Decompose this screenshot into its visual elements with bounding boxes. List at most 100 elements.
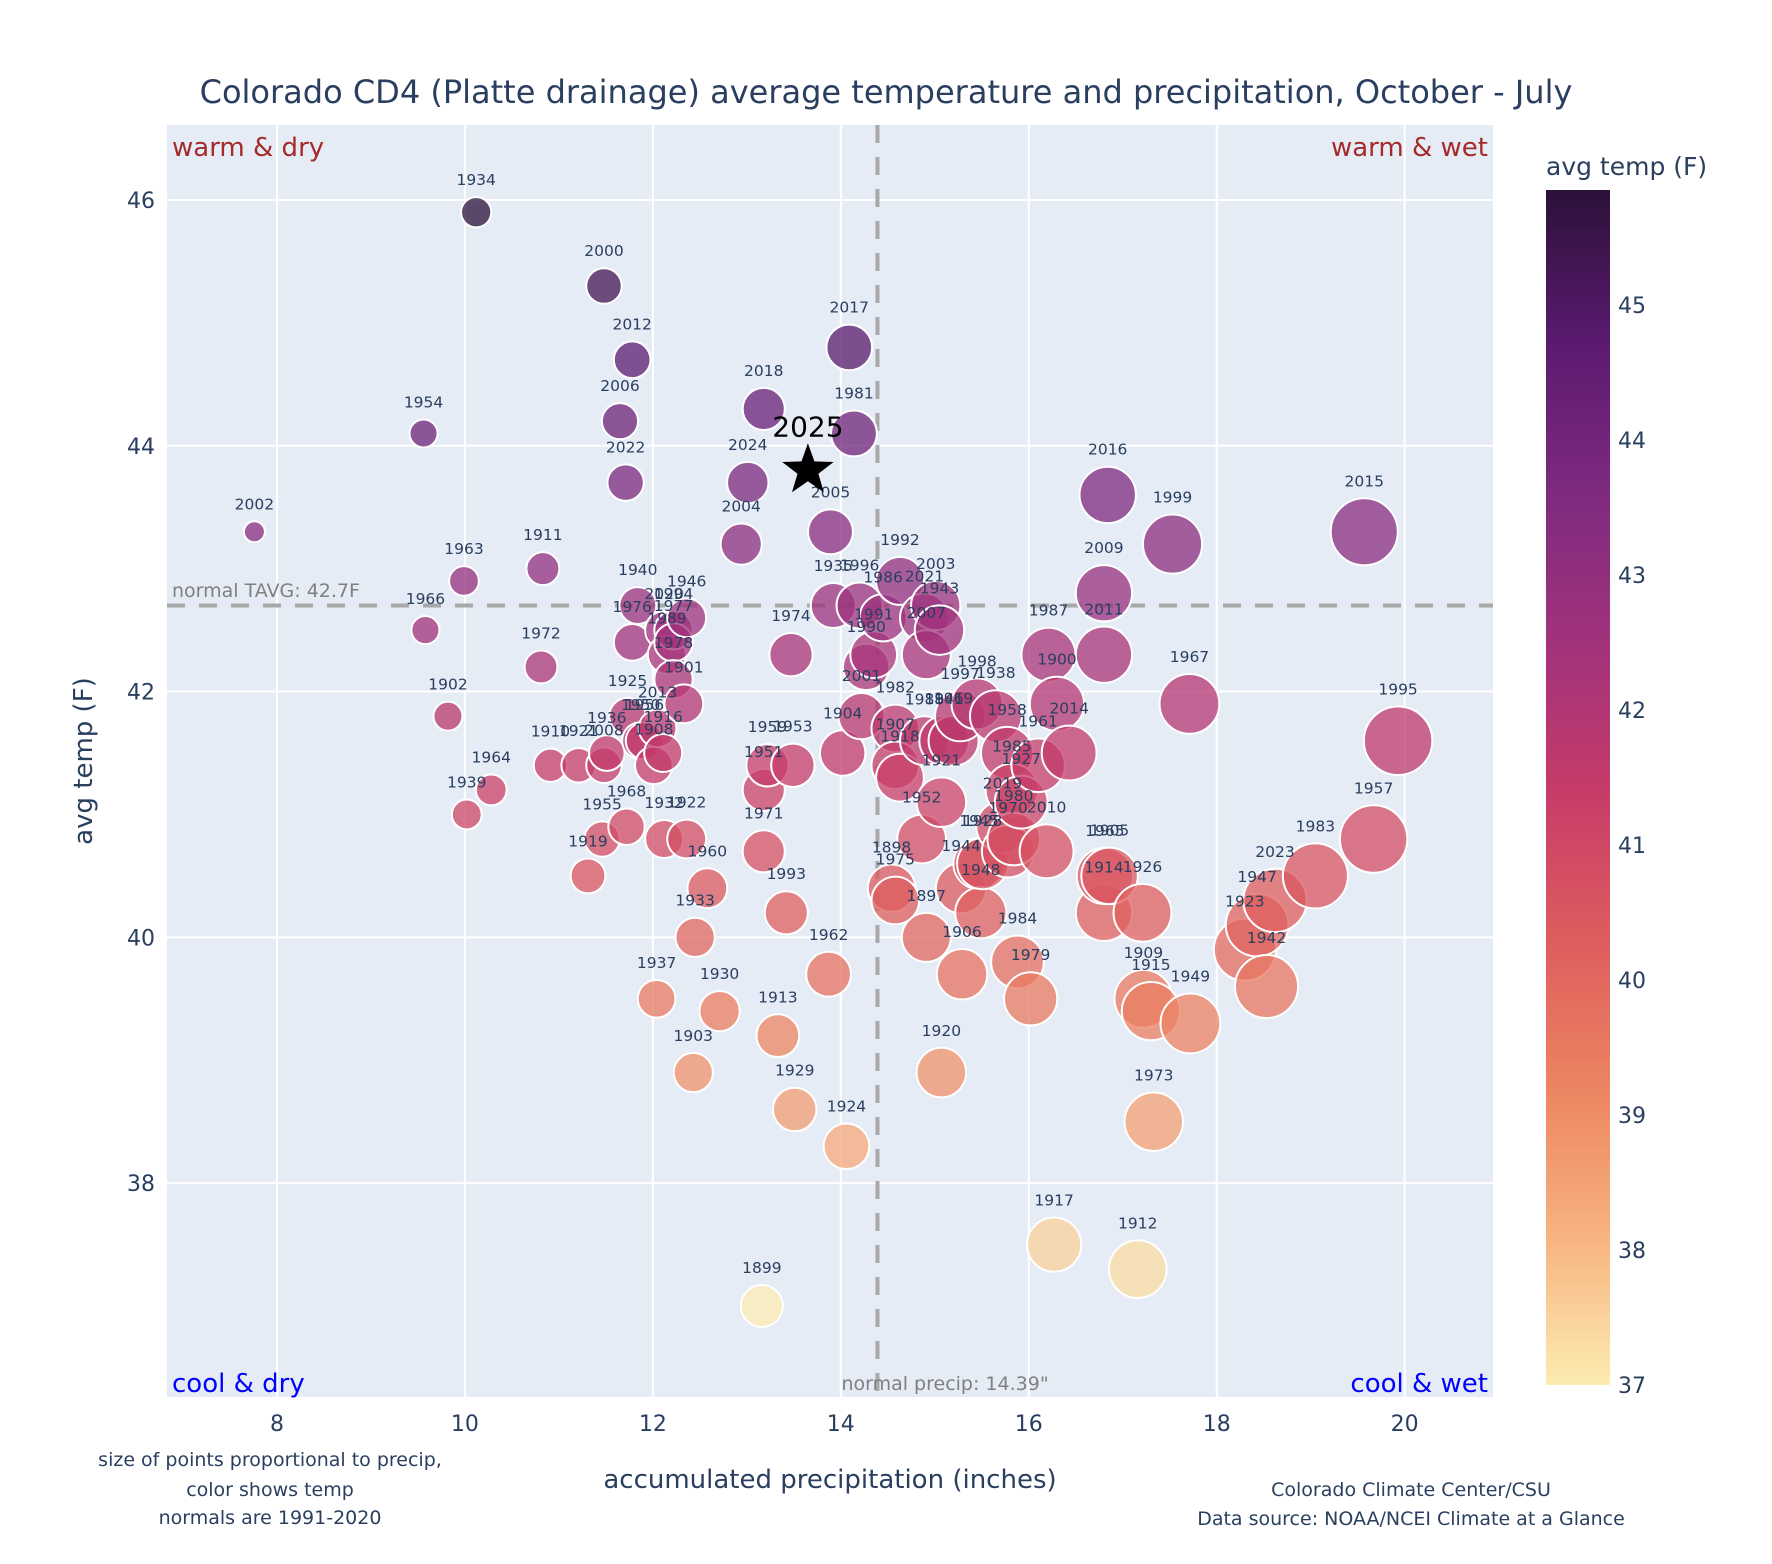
colorbar-tick-label: 37: [1618, 1374, 1646, 1399]
point-label: 1988: [905, 690, 944, 708]
point-label: 1983: [1296, 817, 1335, 835]
colorbar-tick-label: 45: [1618, 294, 1646, 319]
point-label: 1962: [809, 926, 848, 944]
point-2009: [1074, 564, 1134, 623]
x-axis-title: accumulated precipitation (inches): [603, 1465, 1056, 1495]
point-1921: [915, 776, 968, 828]
point-label: 1909: [1124, 944, 1163, 962]
point-1983: [1281, 842, 1349, 910]
point-label: 1946: [667, 572, 706, 590]
point-label: 1949: [1171, 967, 1210, 985]
point-2018: [741, 386, 786, 431]
quadrant-warm-dry: warm & dry: [172, 133, 324, 163]
point-label: 1954: [404, 393, 443, 411]
point-1962: [805, 950, 853, 998]
point-label: 1987: [1029, 602, 1068, 620]
normal-precip-label: normal precip: 14.39": [841, 1373, 1048, 1395]
point-label: 1957: [1354, 779, 1393, 797]
point-label: 1956: [625, 696, 664, 714]
point-label: 2002: [235, 495, 274, 513]
y-tick-label: 44: [127, 435, 155, 460]
point-label: 1952: [902, 789, 941, 807]
point-label: 1945: [959, 812, 998, 830]
point-label: 1947: [1237, 868, 1276, 886]
x-tick-label: 20: [1391, 1412, 1419, 1437]
point-2004: [719, 522, 763, 566]
point-label: 1917: [1034, 1192, 1073, 1210]
y-tick-label: 40: [127, 926, 155, 951]
colorbar: [1546, 190, 1610, 1385]
point-label: 1955: [582, 795, 621, 813]
point-1912: [1107, 1239, 1168, 1300]
point-label: 1981: [834, 385, 873, 403]
point-label: 1960: [688, 842, 727, 860]
point-label: 1926: [1123, 858, 1162, 876]
point-1953: [770, 742, 816, 788]
chart-title: Colorado CD4 (Platte drainage) average t…: [200, 73, 1573, 111]
point-1926: [1112, 882, 1173, 943]
point-1906: [935, 948, 989, 1001]
x-tick-label: 12: [639, 1412, 667, 1437]
point-label: 1928: [963, 812, 1002, 830]
point-label: 2020: [644, 585, 683, 603]
point-1999: [1141, 513, 1204, 575]
point-2010: [1018, 823, 1075, 880]
point-label: 1976: [612, 598, 651, 616]
point-1954: [408, 418, 439, 449]
colorbar-tick-label: 41: [1618, 834, 1646, 859]
point-label: 1995: [1378, 680, 1417, 698]
star-label: 2025: [772, 410, 843, 443]
colorbar-tick-label: 42: [1618, 699, 1646, 724]
point-label: 1923: [1225, 893, 1264, 911]
point-label: 1930: [700, 965, 739, 983]
point-label: 1948: [961, 861, 1000, 879]
point-1992: [875, 556, 925, 606]
point-label: 1899: [742, 1259, 781, 1277]
point-1899: [739, 1284, 784, 1329]
x-tick-label: 18: [1203, 1412, 1231, 1437]
point-label: 1989: [647, 610, 686, 628]
point-label: 1898: [872, 838, 911, 856]
point-label: 1915: [1131, 956, 1170, 974]
point-label: 1943: [920, 579, 959, 597]
point-1924: [822, 1122, 871, 1171]
point-label: 1964: [471, 748, 510, 766]
point-1960: [686, 867, 729, 910]
point-label: 1916: [643, 708, 682, 726]
note-left-2: color shows temp: [186, 1479, 354, 1501]
point-label: 1941: [924, 690, 963, 708]
point-label: 2011: [1084, 601, 1123, 619]
point-1995: [1362, 705, 1434, 776]
note-left-1: size of points proportional to precip,: [98, 1449, 442, 1471]
point-label: 1970: [988, 799, 1027, 817]
point-label: 2015: [1345, 472, 1384, 490]
point-1979: [1003, 971, 1059, 1027]
point-label: 1933: [675, 892, 714, 910]
axis-ticks: 8 10 12 14 16 18 20 38 40 42 44 46: [127, 189, 1419, 1437]
point-label: 1951: [744, 743, 783, 761]
point-2011: [1074, 625, 1134, 684]
point-label: 1986: [863, 568, 902, 586]
point-label: 1968: [607, 783, 646, 801]
note-right-2: Data source: NOAA/NCEI Climate at a Glan…: [1197, 1508, 1625, 1530]
point-label: 1897: [907, 887, 946, 905]
point-label: 1912: [1118, 1214, 1157, 1232]
y-axis-title: avg temp (F): [69, 677, 99, 845]
point-label: 2001: [842, 667, 881, 685]
colorbar-ticks: 37 38 39 40 41 42 43 44 45: [1618, 294, 1646, 1399]
point-label: 1975: [876, 851, 915, 869]
point-label: 1935: [814, 557, 853, 575]
normal-lines: [167, 125, 1493, 1397]
point-label: 1913: [758, 988, 797, 1006]
point-label: 1997: [940, 665, 979, 683]
point-label: 2008: [584, 722, 623, 740]
point-label: 1991: [854, 605, 893, 623]
y-tick-label: 46: [127, 189, 155, 214]
point-label: 1994: [654, 585, 693, 603]
x-tick-label: 10: [451, 1412, 479, 1437]
y-tick-label: 42: [127, 681, 155, 706]
point-labels: 2002 1954 1966 1902 1963 1939 1934 1964 1972 1911…: [235, 171, 1418, 1277]
point-label: 1971: [744, 804, 783, 822]
point-label: 1906: [942, 923, 981, 941]
point-label: 1910: [531, 723, 570, 741]
